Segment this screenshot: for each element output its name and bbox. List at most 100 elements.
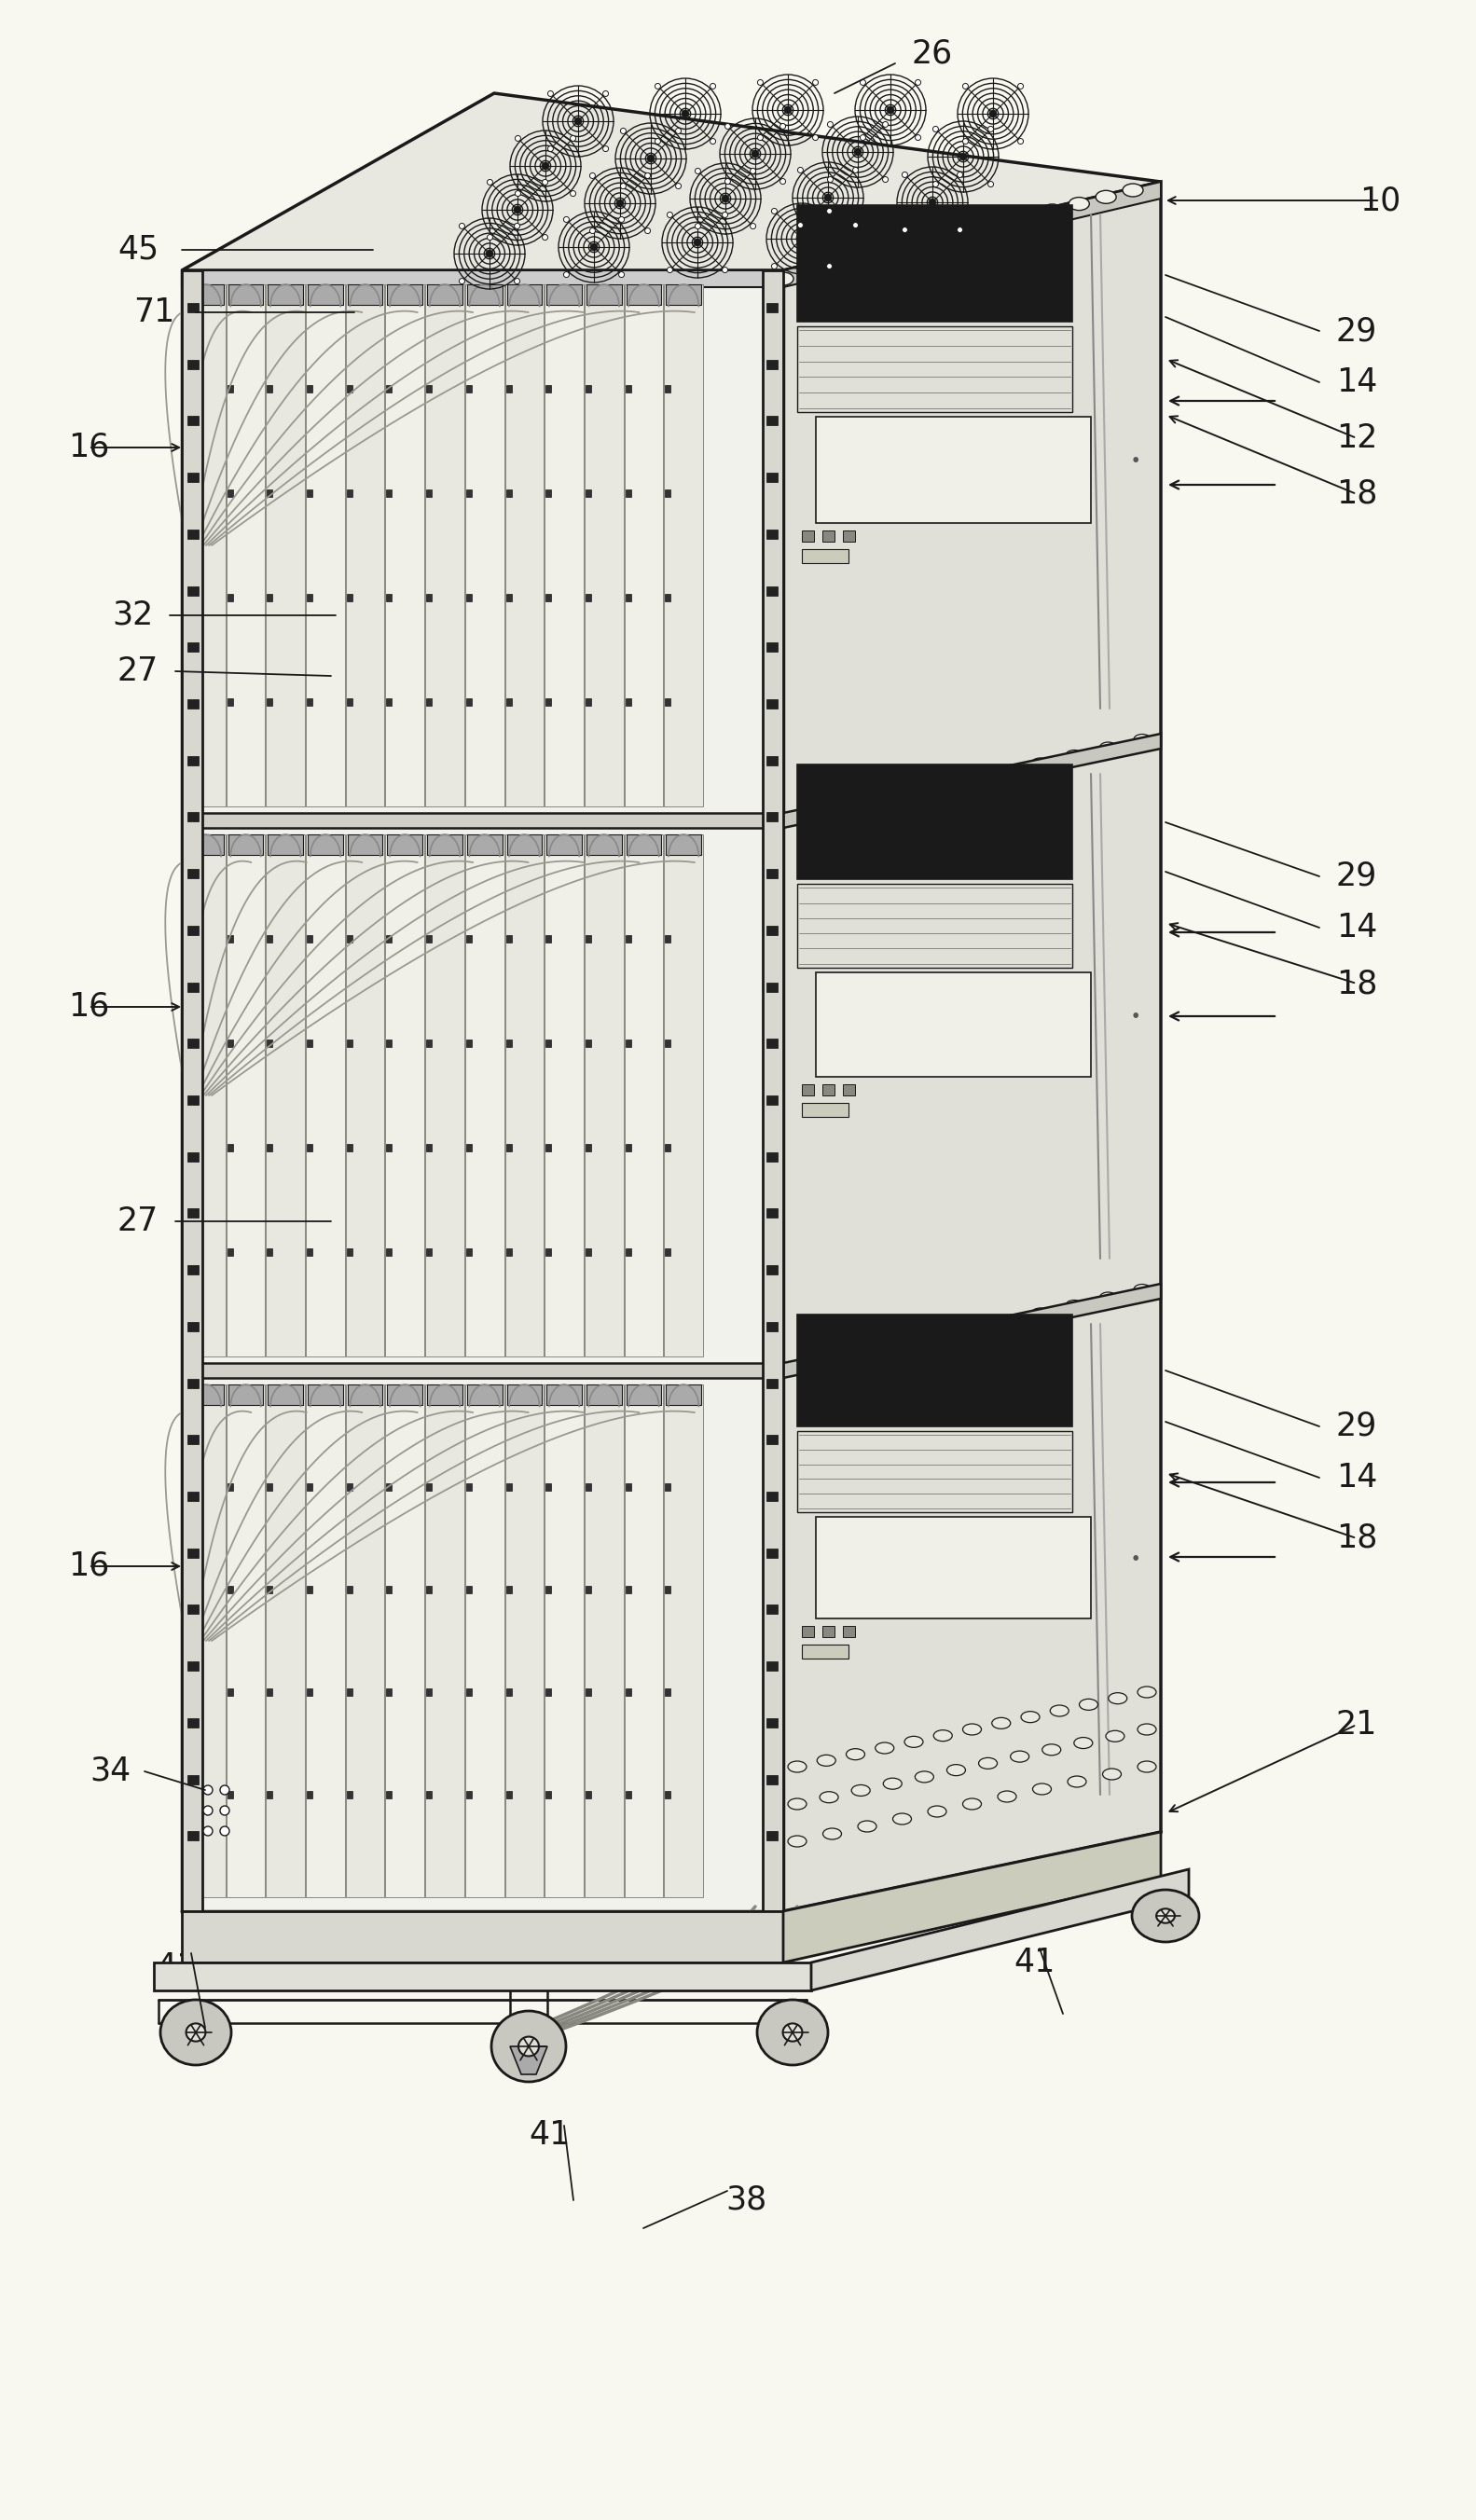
Polygon shape [307, 698, 313, 706]
Polygon shape [797, 885, 1072, 968]
Polygon shape [345, 1383, 385, 1898]
Polygon shape [546, 1041, 551, 1046]
Polygon shape [187, 1041, 193, 1046]
Polygon shape [427, 489, 432, 496]
Polygon shape [187, 1585, 193, 1593]
Polygon shape [427, 285, 462, 305]
Circle shape [459, 224, 465, 229]
Circle shape [987, 181, 993, 186]
Polygon shape [801, 549, 849, 562]
Ellipse shape [961, 224, 982, 237]
Polygon shape [766, 1547, 778, 1557]
Ellipse shape [1033, 1784, 1051, 1794]
Polygon shape [797, 204, 1072, 323]
Polygon shape [187, 698, 199, 708]
Circle shape [902, 171, 908, 176]
Circle shape [646, 154, 654, 161]
Polygon shape [766, 1434, 778, 1444]
Ellipse shape [788, 1799, 806, 1809]
Polygon shape [182, 270, 784, 287]
Polygon shape [465, 1383, 503, 1898]
Ellipse shape [794, 1363, 810, 1373]
Circle shape [620, 129, 626, 134]
Polygon shape [586, 1792, 590, 1799]
Ellipse shape [1066, 1300, 1082, 1310]
Polygon shape [154, 1963, 812, 1991]
Circle shape [750, 169, 756, 174]
Polygon shape [306, 834, 345, 1356]
Polygon shape [187, 1484, 193, 1492]
Ellipse shape [828, 806, 844, 816]
Circle shape [722, 267, 728, 272]
Polygon shape [766, 1492, 778, 1502]
Polygon shape [427, 1688, 432, 1696]
Polygon shape [546, 595, 551, 602]
Polygon shape [766, 1774, 778, 1784]
Polygon shape [187, 935, 193, 942]
Polygon shape [506, 935, 512, 942]
Polygon shape [187, 595, 193, 602]
Polygon shape [266, 285, 306, 806]
Text: 27: 27 [118, 655, 158, 688]
Polygon shape [506, 698, 512, 706]
Polygon shape [307, 1247, 313, 1255]
Polygon shape [187, 360, 199, 368]
Polygon shape [307, 1585, 313, 1593]
Polygon shape [387, 834, 422, 854]
Ellipse shape [819, 1792, 838, 1802]
Polygon shape [385, 285, 425, 806]
Polygon shape [187, 587, 199, 595]
Ellipse shape [518, 2036, 539, 2056]
Text: 32: 32 [112, 600, 154, 630]
Circle shape [855, 149, 862, 156]
Polygon shape [465, 285, 503, 806]
Circle shape [824, 194, 831, 202]
Circle shape [645, 227, 651, 234]
Ellipse shape [946, 1764, 965, 1777]
Polygon shape [267, 1585, 273, 1593]
Circle shape [620, 184, 626, 189]
Polygon shape [427, 595, 432, 602]
Polygon shape [666, 1383, 701, 1406]
Polygon shape [666, 285, 701, 305]
Polygon shape [666, 1247, 670, 1255]
Polygon shape [307, 595, 313, 602]
Polygon shape [816, 1517, 1091, 1618]
Text: 14: 14 [1336, 912, 1377, 942]
Polygon shape [666, 698, 670, 706]
Circle shape [813, 81, 818, 86]
Polygon shape [187, 1688, 193, 1696]
Polygon shape [187, 698, 193, 706]
Polygon shape [187, 1378, 199, 1389]
Polygon shape [427, 1383, 462, 1406]
Text: 16: 16 [68, 990, 109, 1023]
Circle shape [779, 179, 785, 184]
Ellipse shape [979, 1759, 998, 1769]
Ellipse shape [1079, 1698, 1098, 1711]
Circle shape [915, 134, 921, 141]
Ellipse shape [964, 774, 980, 784]
Text: •: • [1119, 454, 1141, 471]
Polygon shape [797, 1315, 1072, 1426]
Circle shape [779, 123, 785, 129]
Polygon shape [506, 285, 542, 305]
Polygon shape [187, 1605, 199, 1615]
Polygon shape [584, 285, 623, 806]
Polygon shape [626, 1247, 630, 1255]
Text: 16: 16 [68, 1550, 109, 1583]
Circle shape [655, 139, 661, 144]
Polygon shape [766, 698, 778, 708]
Circle shape [618, 217, 624, 222]
Circle shape [883, 176, 889, 181]
Polygon shape [766, 474, 778, 481]
Ellipse shape [1042, 1744, 1061, 1756]
Polygon shape [387, 698, 393, 706]
Ellipse shape [987, 217, 1008, 232]
Ellipse shape [858, 1822, 877, 1832]
Polygon shape [267, 1792, 273, 1799]
Circle shape [751, 151, 759, 159]
Polygon shape [466, 386, 472, 393]
Polygon shape [306, 285, 345, 806]
Text: 29: 29 [1336, 859, 1377, 892]
Circle shape [514, 224, 520, 229]
